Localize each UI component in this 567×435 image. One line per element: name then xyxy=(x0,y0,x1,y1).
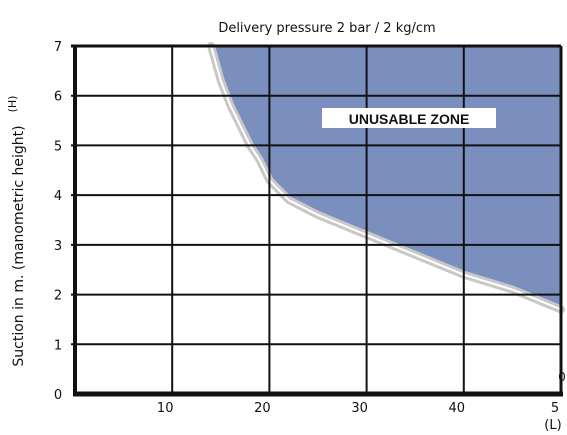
y-tick-label: 0 xyxy=(54,388,62,403)
y-tick-label: 6 xyxy=(54,90,62,105)
zone-label-box xyxy=(322,108,496,128)
zone-label: UNUSABLE ZONE xyxy=(349,111,470,127)
x-tick-label: 20 xyxy=(254,401,271,416)
x-tick-label: 10 xyxy=(157,401,174,416)
boundary-curve xyxy=(210,45,562,311)
chart-title: Delivery pressure 2 bar / 2 kg/cm xyxy=(218,21,435,36)
y-tick-label: 5 xyxy=(54,139,62,154)
y-tick-label: 4 xyxy=(54,189,62,204)
y-tick-label: 7 xyxy=(54,40,62,55)
x-tick-labels: 10 20 30 40 5 xyxy=(157,401,559,416)
x-tick-label: 30 xyxy=(351,401,368,416)
x-tick-label: 5 xyxy=(551,401,559,416)
unusable-zone xyxy=(211,46,561,310)
y-tick-labels: 0 1 2 3 4 5 6 7 xyxy=(54,40,62,403)
y-axis-marker: (H) xyxy=(6,96,19,113)
x-axis-label: (L) xyxy=(544,418,561,433)
y-tick-label: 3 xyxy=(54,239,62,254)
x-tick-label: 40 xyxy=(449,401,466,416)
grid-lines xyxy=(71,44,561,394)
right-axis-label: 0 xyxy=(558,370,566,384)
plot-area: 0 1 2 3 4 5 6 7 10 20 30 40 5 xyxy=(54,40,565,416)
y-axis-label: Suction in m. (manometric height) xyxy=(11,125,27,366)
y-tick-label: 2 xyxy=(54,289,62,304)
y-tick-label: 1 xyxy=(54,338,62,353)
